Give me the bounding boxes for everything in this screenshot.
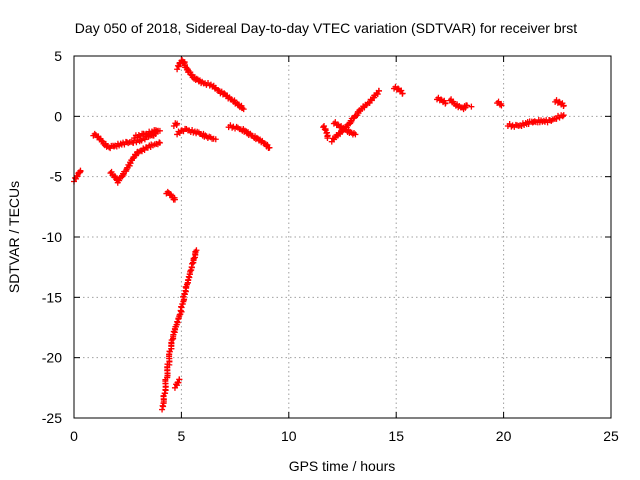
data-point — [212, 136, 219, 143]
series-seg-late-c — [468, 103, 475, 110]
series-seg-mid — [174, 125, 219, 143]
plot-frame — [73, 55, 612, 419]
x-tick-label: 0 — [70, 428, 78, 444]
series-seg-eve-c — [330, 119, 359, 138]
y-tick-label: -20 — [42, 350, 62, 366]
series-seg-dip-b — [107, 139, 163, 186]
x-tick-label: 15 — [388, 428, 404, 444]
data-point — [559, 113, 566, 120]
tick-labels: 0 5 10 15 20 25 5 0 -5 -10 -15 -20 -25 — [42, 48, 619, 444]
series-seg-dip-c — [131, 127, 163, 142]
data-point — [229, 124, 236, 131]
data-point — [189, 260, 196, 267]
series-seg-late-b — [446, 96, 471, 113]
data-point — [190, 255, 197, 262]
data-point — [193, 247, 200, 254]
data-point — [156, 139, 163, 146]
data-point — [156, 127, 163, 134]
data-point — [175, 63, 182, 70]
y-tick-label: -15 — [42, 289, 62, 305]
data-points — [71, 57, 567, 413]
data-point — [171, 196, 178, 203]
series-seg-late-d — [494, 98, 505, 109]
x-tick-label: 25 — [603, 428, 619, 444]
data-point — [77, 167, 84, 174]
x-tick-label: 5 — [178, 428, 186, 444]
data-point — [240, 106, 247, 113]
series-seg-eve-d — [391, 83, 406, 97]
data-point — [74, 173, 81, 180]
x-tick-label: 20 — [496, 428, 512, 444]
data-point — [215, 87, 222, 94]
data-point — [266, 144, 273, 151]
y-tick-label: 5 — [54, 48, 62, 64]
series-seg-late-e — [504, 112, 567, 130]
data-point — [531, 118, 538, 125]
tick-layer — [73, 55, 612, 419]
series-seg-steep — [159, 247, 200, 413]
data-point — [175, 379, 182, 386]
y-tick-label: -10 — [42, 229, 62, 245]
data-point — [376, 87, 383, 94]
y-tick-label: -25 — [42, 410, 62, 426]
data-point — [334, 121, 341, 128]
data-point — [166, 348, 173, 355]
series-seg-early — [71, 167, 84, 185]
series-seg-late-a — [434, 94, 449, 107]
data-point — [468, 103, 475, 110]
data-point — [176, 376, 183, 383]
x-axis-label: GPS time / hours — [289, 458, 396, 474]
data-point — [560, 102, 567, 109]
series-seg-late-f — [552, 97, 567, 110]
y-tick-label: 0 — [54, 108, 62, 124]
data-point — [374, 91, 381, 98]
data-point — [395, 85, 402, 92]
y-axis-label: SDTVAR / TECUs — [6, 181, 22, 293]
chart-title: Day 050 of 2018, Sidereal Day-to-day VTE… — [75, 20, 577, 36]
data-point — [399, 90, 406, 97]
series-seg-small — [170, 120, 181, 129]
data-point — [352, 131, 359, 138]
data-point — [91, 130, 98, 137]
data-point — [324, 135, 331, 142]
data-point — [141, 136, 148, 143]
data-point — [133, 152, 140, 159]
data-point — [498, 102, 505, 109]
data-point — [174, 120, 181, 127]
grid-layer — [74, 56, 611, 418]
data-point — [221, 90, 228, 97]
data-point — [442, 100, 449, 107]
x-tick-label: 10 — [281, 428, 297, 444]
series-seg-isolated — [163, 188, 178, 203]
data-point — [560, 112, 567, 119]
data-point — [464, 102, 471, 109]
series-seg-mid-b — [225, 122, 273, 151]
series-seg-eve-a — [320, 123, 331, 142]
y-tick-label: -5 — [50, 169, 63, 185]
series-seg-peak — [174, 57, 247, 113]
data-point — [160, 393, 167, 400]
series-seg-steep-b — [171, 376, 183, 391]
